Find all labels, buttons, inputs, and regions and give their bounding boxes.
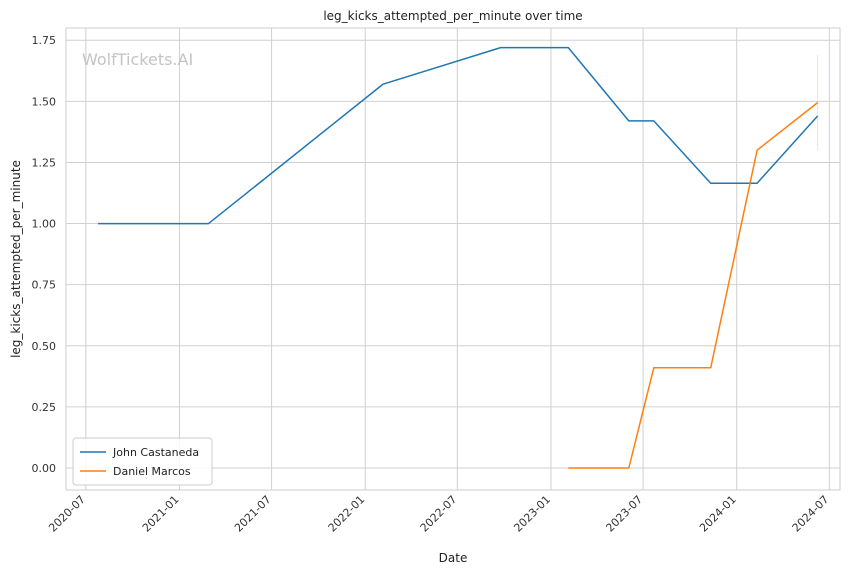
legend-label-daniel-marcos: Daniel Marcos	[113, 465, 191, 478]
series-layer	[98, 46, 819, 469]
x-tick-label: 2024-01	[697, 493, 739, 535]
series-daniel-marcos	[568, 54, 819, 469]
y-tick-label: 1.00	[32, 218, 57, 231]
y-tick-label: 1.25	[32, 156, 57, 169]
x-tick-label: 2020-07	[46, 493, 88, 535]
y-axis-label: leg_kicks_attempted_per_minute	[9, 160, 23, 358]
series-line-daniel-marcos	[568, 102, 819, 469]
watermark: WolfTickets.AI	[82, 50, 193, 69]
grid-layer	[66, 28, 840, 490]
x-axis-label: Date	[439, 551, 468, 565]
x-tick-label: 2022-01	[326, 493, 368, 535]
y-tick-label: 1.50	[32, 95, 57, 108]
x-tick-label: 2021-07	[232, 493, 274, 535]
chart-title: leg_kicks_attempted_per_minute over time	[323, 9, 582, 23]
series-line-john-castaneda	[98, 46, 819, 225]
y-tick-label: 1.75	[32, 34, 57, 47]
x-tick-label: 2024-07	[790, 493, 832, 535]
y-axis-ticks: 0.00 0.25 0.50 0.75 1.00 1.25 1.50 1.75	[32, 34, 57, 475]
x-tick-label: 2023-07	[603, 493, 645, 535]
series-john-castaneda	[98, 46, 819, 225]
y-tick-label: 0.25	[32, 401, 57, 414]
x-tick-label: 2021-01	[140, 493, 182, 535]
y-tick-label: 0.50	[32, 340, 57, 353]
y-tick-label: 0.75	[32, 279, 57, 292]
x-axis-ticks: 2020-07 2021-01 2021-07 2022-01 2022-07 2023-…	[46, 493, 831, 535]
legend-label-john-castaneda: John Castaneda	[112, 446, 199, 459]
y-tick-label: 0.00	[32, 462, 57, 475]
x-tick-label: 2023-01	[511, 493, 553, 535]
x-tick-label: 2022-07	[418, 493, 460, 535]
legend-box	[72, 437, 213, 486]
legend: John Castaneda Daniel Marcos	[72, 437, 213, 486]
plot-frame	[65, 27, 841, 491]
